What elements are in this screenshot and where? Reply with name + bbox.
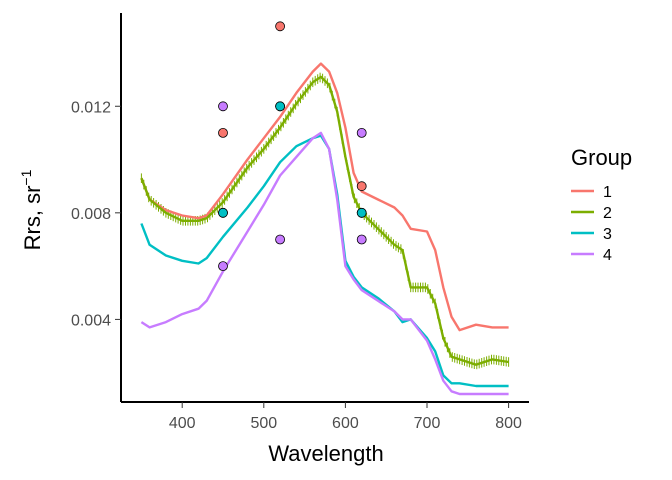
y-axis-title-text: Rrs, sr	[20, 186, 45, 251]
y-axis-title-exponent: −1	[18, 169, 34, 185]
point-group-4	[218, 261, 228, 272]
x-tick-label: 800	[495, 415, 522, 432]
point-group-1	[218, 127, 228, 138]
point-group-4	[218, 101, 228, 112]
point-group-3	[218, 207, 228, 218]
x-axis-title: Wavelength	[268, 441, 383, 466]
x-axis-ticks: 400 500 600 700 800	[169, 402, 522, 432]
observation-points	[218, 21, 367, 272]
x-tick-label: 400	[169, 415, 196, 432]
point-group-3	[275, 101, 286, 112]
y-tick-label: 0.012	[71, 99, 111, 116]
y-tick-label: 0.004	[71, 312, 111, 329]
x-tick-label: 600	[332, 415, 359, 432]
legend-title: Group	[571, 145, 632, 170]
legend: Group 1 2 3 4	[571, 145, 632, 264]
legend-label-1: 1	[603, 184, 612, 201]
series-line-1	[140, 62, 509, 332]
point-group-4	[275, 234, 286, 245]
legend-label-4: 4	[603, 247, 612, 264]
legend-label-2: 2	[603, 205, 612, 222]
point-group-4	[356, 234, 367, 245]
y-axis-title: Rrs, sr−1	[18, 169, 45, 250]
x-tick-label: 700	[414, 415, 441, 432]
y-tick-label: 0.008	[71, 206, 111, 223]
series-lines	[140, 62, 509, 396]
series-line-3	[140, 134, 509, 388]
y-axis-ticks: 0.004 0.008 0.012	[71, 99, 121, 329]
point-group-3	[356, 207, 367, 218]
legend-label-3: 3	[603, 226, 612, 243]
series-line-4	[140, 131, 509, 396]
point-group-4	[356, 127, 367, 138]
series-line-2	[140, 75, 509, 366]
point-group-1	[356, 181, 367, 192]
point-group-1	[275, 21, 286, 32]
x-tick-label: 500	[250, 415, 277, 432]
